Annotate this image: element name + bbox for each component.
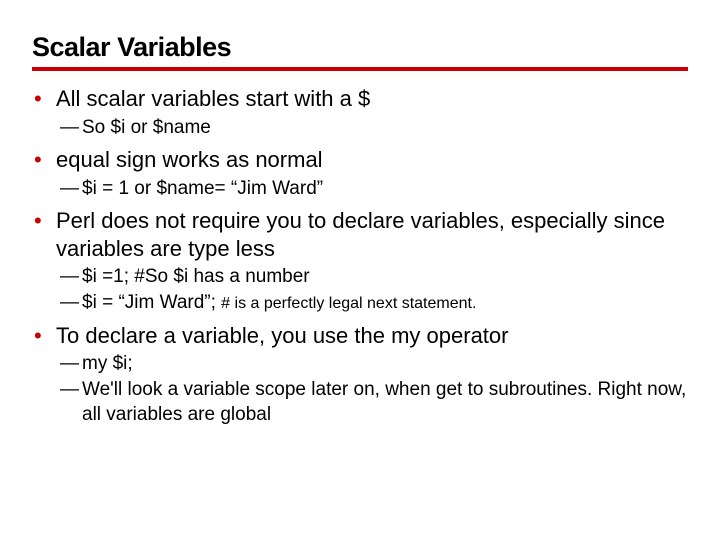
bullet-text: equal sign works as normal — [56, 147, 323, 172]
sub-text: $i = “Jim Ward”; — [82, 292, 221, 313]
sub-list: $i =1; #So $i has a number $i = “Jim War… — [56, 264, 688, 315]
sub-item: We'll look a variable scope later on, wh… — [60, 377, 688, 428]
sub-item: $i = “Jim Ward”; # is a perfectly legal … — [60, 290, 688, 316]
bullet-text: Perl does not require you to declare var… — [56, 208, 665, 261]
slide-title: Scalar Variables — [32, 32, 688, 63]
list-item: All scalar variables start with a $ So $… — [56, 85, 688, 140]
list-item: equal sign works as normal $i = 1 or $na… — [56, 146, 688, 201]
sub-text: $i =1; #So $i has a number — [82, 266, 310, 287]
sub-text: So $i or $name — [82, 117, 211, 138]
sub-text: my $i; — [82, 353, 133, 374]
sub-list: my $i; We'll look a variable scope later… — [56, 351, 688, 428]
sub-item: So $i or $name — [60, 115, 688, 141]
sub-list: $i = 1 or $name= “Jim Ward” — [56, 176, 688, 202]
sub-item: my $i; — [60, 351, 688, 377]
sub-text: $i = 1 or $name= “Jim Ward” — [82, 178, 323, 199]
sub-list: So $i or $name — [56, 115, 688, 141]
list-item: To declare a variable, you use the my op… — [56, 322, 688, 428]
bullet-text: To declare a variable, you use the my op… — [56, 323, 508, 348]
sub-item: $i =1; #So $i has a number — [60, 264, 688, 290]
bullet-list: All scalar variables start with a $ So $… — [32, 85, 688, 428]
sub-note: # is a perfectly legal next statement. — [221, 295, 476, 312]
bullet-text: All scalar variables start with a $ — [56, 86, 370, 111]
title-underline — [32, 67, 688, 71]
sub-text: We'll look a variable scope later on, wh… — [82, 379, 686, 426]
sub-item: $i = 1 or $name= “Jim Ward” — [60, 176, 688, 202]
list-item: Perl does not require you to declare var… — [56, 207, 688, 315]
